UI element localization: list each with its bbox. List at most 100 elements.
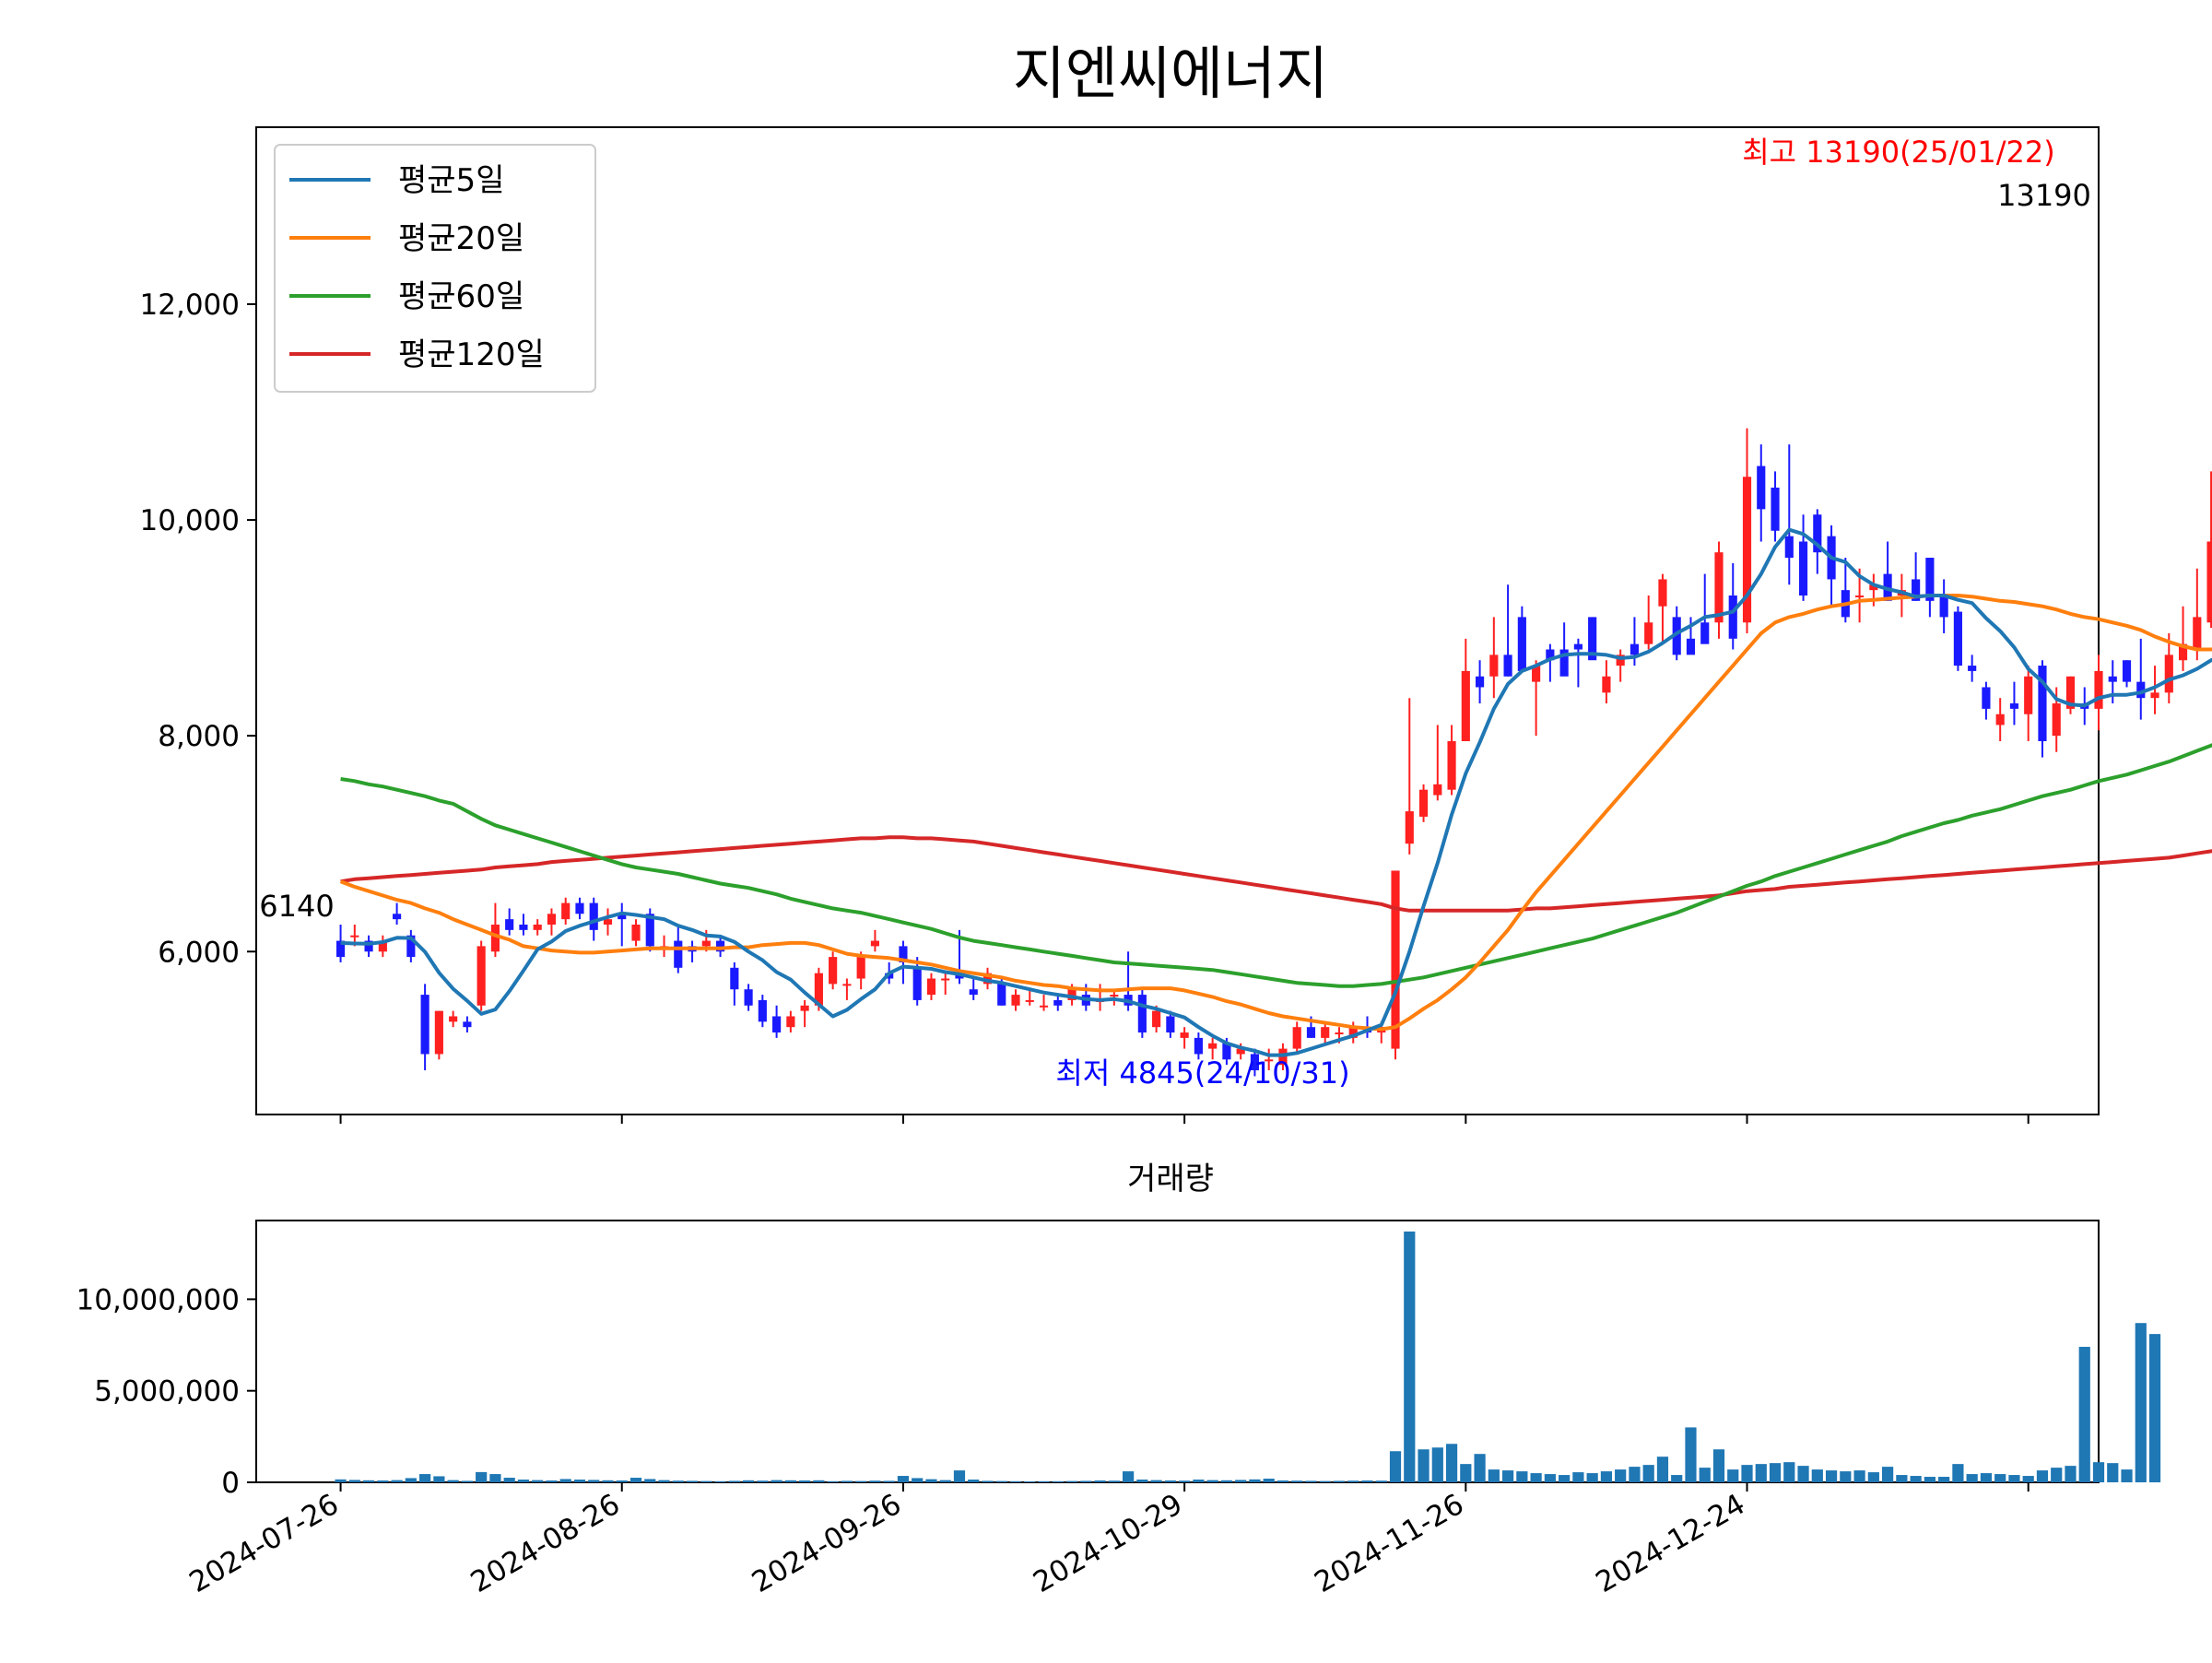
candle-down xyxy=(969,989,978,996)
candle-down xyxy=(772,1016,782,1033)
candle-down xyxy=(1700,622,1710,644)
volume-bar xyxy=(2135,1323,2147,1482)
volume-bar xyxy=(1333,1480,1346,1482)
volume-bar xyxy=(1445,1444,1458,1482)
candle-up xyxy=(1405,811,1414,844)
volume-bar xyxy=(2065,1466,2077,1482)
candle-up xyxy=(1658,579,1667,607)
volume-bar xyxy=(1094,1480,1106,1482)
ma20-line xyxy=(339,594,2212,1032)
volume-bar xyxy=(700,1480,712,1482)
volume-bar xyxy=(1952,1464,1964,1482)
volume-bar xyxy=(1179,1480,1191,1482)
candle-down xyxy=(1798,541,1808,596)
volume-bar xyxy=(602,1480,614,1482)
volume-y-tick-label: 0 xyxy=(221,1467,240,1500)
volume-bar xyxy=(391,1480,403,1482)
candle-down xyxy=(505,919,514,930)
candle-down xyxy=(2136,681,2146,699)
volume-panel-title: 거래량 xyxy=(1127,1161,1214,1197)
candle-up xyxy=(842,984,852,986)
volume-bar xyxy=(1347,1480,1359,1482)
min-price-label: 최저 4845(24/10/31) xyxy=(1055,1056,1349,1091)
volume-bar xyxy=(1305,1480,1317,1482)
candle-up xyxy=(2150,692,2159,699)
candle-up xyxy=(1869,584,1878,591)
volume-bar xyxy=(348,1480,360,1482)
annotations: 최고 13190(25/01/22) 최저 4845(24/10/31) 614… xyxy=(259,135,2091,1091)
candle-up xyxy=(1489,655,1499,677)
volume-bar xyxy=(1277,1480,1289,1482)
volume-bar xyxy=(447,1480,459,1482)
volume-bar xyxy=(1629,1467,1641,1482)
candle-down xyxy=(1588,617,1597,661)
volume-bar xyxy=(1741,1465,1753,1482)
volume-bar xyxy=(1220,1480,1233,1482)
volume-bar xyxy=(995,1480,1007,1482)
candle-down xyxy=(645,914,654,947)
volume-bar xyxy=(2092,1462,2105,1482)
candle-down xyxy=(1476,676,1485,688)
volume-bar xyxy=(532,1480,544,1482)
candle-down xyxy=(997,984,1006,1006)
volume-bar xyxy=(1249,1479,1261,1482)
candle-up xyxy=(1447,741,1456,790)
volume-bar xyxy=(1361,1480,1373,1482)
volume-bar xyxy=(1080,1480,1092,1482)
candle-up xyxy=(1742,477,1752,623)
candle-up xyxy=(829,957,838,985)
volume-bar xyxy=(503,1478,515,1482)
volume-bar xyxy=(1896,1475,1908,1482)
candle-up xyxy=(1180,1032,1189,1038)
candle-up xyxy=(1335,1032,1344,1035)
volume-bar xyxy=(2078,1347,2090,1482)
volume-bar xyxy=(1474,1454,1486,1482)
volume-bar xyxy=(1418,1449,1430,1482)
candle-down xyxy=(335,940,346,958)
candle-up xyxy=(2206,541,2212,623)
candle-up xyxy=(1152,1010,1161,1028)
volume-bar xyxy=(1882,1467,1894,1482)
candle-down xyxy=(1982,687,1991,709)
volume-bar xyxy=(799,1480,811,1482)
volume-bar xyxy=(1291,1480,1303,1482)
volume-bar xyxy=(1994,1474,2006,1482)
candle-up xyxy=(1110,995,1119,997)
candle-down xyxy=(1968,666,1977,671)
ma5-line xyxy=(340,527,2212,1057)
volume-bar xyxy=(897,1476,910,1482)
volume-bar xyxy=(1150,1480,1162,1482)
candle-up xyxy=(2178,643,2188,661)
candle-up xyxy=(1714,552,1724,623)
legend-label: 평균120일 xyxy=(398,336,545,373)
volume-bar xyxy=(573,1480,586,1482)
volume-bar xyxy=(771,1480,782,1482)
candle-up xyxy=(1433,784,1442,796)
volume-bar xyxy=(672,1480,684,1482)
candle-up xyxy=(2052,703,2061,737)
volume-bar xyxy=(1615,1469,1627,1482)
volume-plot-frame xyxy=(255,1220,2100,1483)
last-close-label: 13190 xyxy=(1997,178,2091,213)
candle-up xyxy=(1236,1048,1245,1055)
volume-bar xyxy=(1712,1449,1725,1482)
candle-up xyxy=(490,924,500,952)
volume-bar xyxy=(883,1480,895,1482)
volume-bar xyxy=(1853,1470,1865,1482)
candle-down xyxy=(1686,638,1696,655)
candle-up xyxy=(1855,595,1865,597)
volume-bar xyxy=(1263,1479,1275,1482)
volume-bar xyxy=(1811,1469,1823,1482)
volume-bar xyxy=(1699,1468,1711,1482)
volume-bar xyxy=(1910,1476,1922,1482)
volume-y-tick-label: 10,000,000 xyxy=(76,1283,241,1316)
candle-down xyxy=(1771,487,1780,531)
candle-down xyxy=(2122,660,2132,682)
volume-bar xyxy=(546,1480,558,1482)
volume-bar xyxy=(1136,1480,1148,1482)
candle-up xyxy=(800,1005,809,1011)
candle-up xyxy=(2094,670,2103,709)
volume-bar xyxy=(1980,1473,1993,1482)
candle-down xyxy=(674,940,683,968)
